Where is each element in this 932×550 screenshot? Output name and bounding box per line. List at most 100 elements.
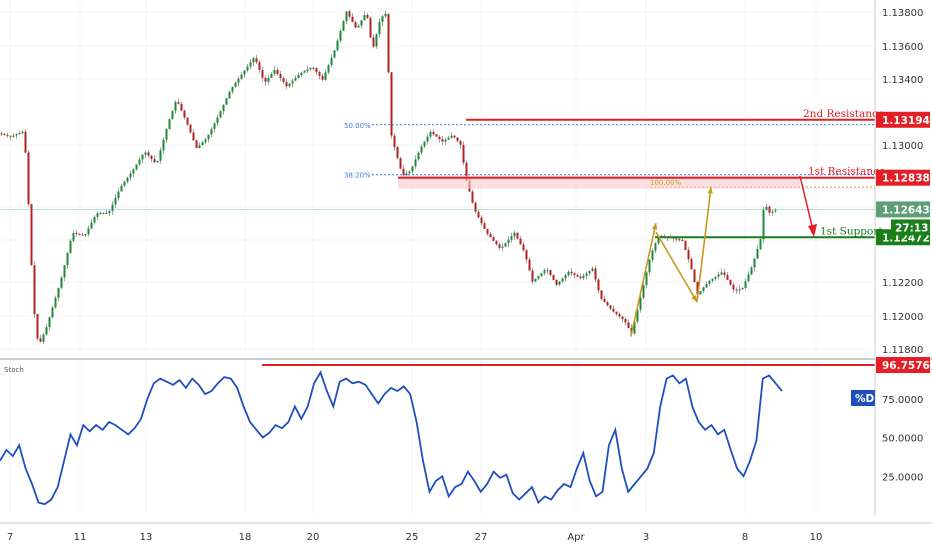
- price-tick-label: 1.13000: [882, 141, 923, 152]
- candle-body: [309, 67, 312, 70]
- candle-body: [495, 240, 498, 245]
- time-tick-label: Apr: [567, 532, 585, 543]
- level-label: 1st Resistance: [808, 166, 885, 178]
- candle-body: [357, 25, 360, 28]
- candle-body: [615, 311, 618, 315]
- candle-body: [63, 265, 66, 278]
- candle-body: [762, 209, 765, 240]
- candle-body: [597, 279, 600, 291]
- candle-body: [282, 78, 285, 83]
- candle-body: [354, 22, 357, 28]
- resistance-zone: [398, 175, 800, 189]
- projection-arrows: [630, 175, 817, 337]
- candle-body: [291, 80, 294, 84]
- candle-body: [603, 298, 606, 303]
- candle-body: [513, 232, 516, 237]
- candle-body: [750, 267, 753, 275]
- candle-body: [318, 71, 321, 76]
- price-tick-label: 1.12200: [882, 278, 923, 289]
- candle-body: [138, 159, 141, 165]
- price-tick-label: 1.13400: [882, 75, 923, 86]
- candle-body: [294, 77, 297, 81]
- candle-body: [483, 223, 486, 229]
- candle-body: [378, 21, 381, 35]
- countdown-tag-bg: [891, 219, 930, 236]
- candle-body: [708, 280, 711, 284]
- candle-body: [699, 290, 702, 295]
- candle-body: [594, 268, 597, 280]
- candle-body: [552, 275, 555, 280]
- candle-body: [237, 78, 240, 83]
- candle-body: [111, 204, 114, 212]
- fib-50-label: 50.00%: [344, 122, 371, 130]
- candle-body: [726, 275, 729, 280]
- candle-body: [423, 141, 426, 147]
- candle-body: [123, 181, 126, 186]
- time-tick-label: 25: [406, 532, 419, 543]
- candle-body: [288, 83, 291, 87]
- impulse-arrow: [630, 222, 657, 337]
- candle-body: [507, 239, 510, 244]
- candle-body: [114, 197, 117, 205]
- candle-body: [42, 334, 45, 342]
- candle-body: [285, 82, 288, 87]
- stoch-ref-tag-bg: [876, 357, 930, 374]
- candle-body: [207, 134, 210, 140]
- candle-body: [444, 139, 447, 142]
- candle-body: [201, 142, 204, 146]
- stoch-ref-tag-text: 96.7576: [882, 360, 930, 372]
- candle-body: [651, 250, 654, 260]
- candle-body: [162, 139, 165, 151]
- candle-body: [219, 111, 222, 118]
- candle-body: [249, 62, 252, 67]
- candle-body: [537, 275, 540, 279]
- candle-body: [696, 281, 699, 295]
- candle-body: [72, 232, 75, 241]
- candle-body: [225, 98, 228, 105]
- candle-body: [135, 164, 138, 170]
- candle-body: [246, 66, 249, 71]
- candle-body: [6, 134, 9, 136]
- candle-body: [477, 211, 480, 218]
- candle-body: [606, 302, 609, 306]
- candle-body: [120, 185, 123, 192]
- level-label: 2nd Resistance: [803, 108, 884, 120]
- candle-body: [471, 191, 474, 203]
- candle-body: [270, 73, 273, 78]
- candle-body: [339, 30, 342, 41]
- candle-body: [45, 327, 48, 335]
- candle-body: [375, 34, 378, 47]
- price-tick-label: 1.13800: [882, 8, 923, 19]
- price-tick-label: 1.13600: [882, 42, 923, 53]
- candle-body: [588, 270, 591, 274]
- last-price-tag-text: 1.12643: [882, 204, 930, 216]
- candle-body: [543, 270, 546, 274]
- time-tick-label: 8: [742, 532, 748, 543]
- candle-body: [618, 314, 621, 317]
- candle-body: [198, 145, 201, 149]
- candle-body: [324, 72, 327, 80]
- candle-body: [342, 21, 345, 31]
- candle-body: [393, 135, 396, 147]
- candle-body: [453, 135, 456, 138]
- candle-body: [447, 137, 450, 140]
- candle-body: [558, 281, 561, 285]
- candle-body: [297, 75, 300, 78]
- candle-body: [510, 236, 513, 240]
- candle-body: [279, 74, 282, 79]
- candle-body: [681, 240, 684, 242]
- candle-body: [522, 244, 525, 251]
- forecast-arrow-head: [808, 224, 817, 237]
- candle-body: [621, 316, 624, 319]
- candle-body: [363, 14, 366, 21]
- time-tick-label: 13: [140, 532, 153, 543]
- candle-body: [678, 239, 681, 241]
- candle-body: [141, 154, 144, 160]
- candle-body: [171, 110, 174, 120]
- forecast-arrow: [799, 175, 813, 227]
- candle-body: [159, 150, 162, 161]
- candle-body: [39, 338, 42, 342]
- candle-body: [300, 72, 303, 76]
- price-tick-label: 1.12000: [882, 312, 923, 323]
- candle-body: [195, 140, 198, 149]
